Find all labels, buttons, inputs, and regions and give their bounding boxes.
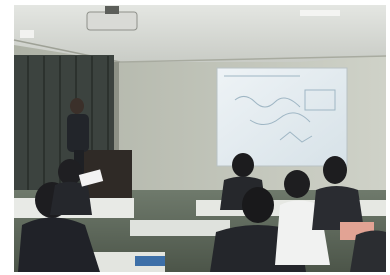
photo — [0, 0, 390, 275]
projector-mount — [105, 6, 119, 14]
page — [0, 0, 390, 275]
ceiling-light — [300, 10, 340, 16]
projector — [87, 12, 137, 30]
ceiling-light — [20, 30, 34, 38]
desk — [130, 220, 230, 236]
object — [135, 256, 165, 266]
scene — [14, 5, 386, 272]
